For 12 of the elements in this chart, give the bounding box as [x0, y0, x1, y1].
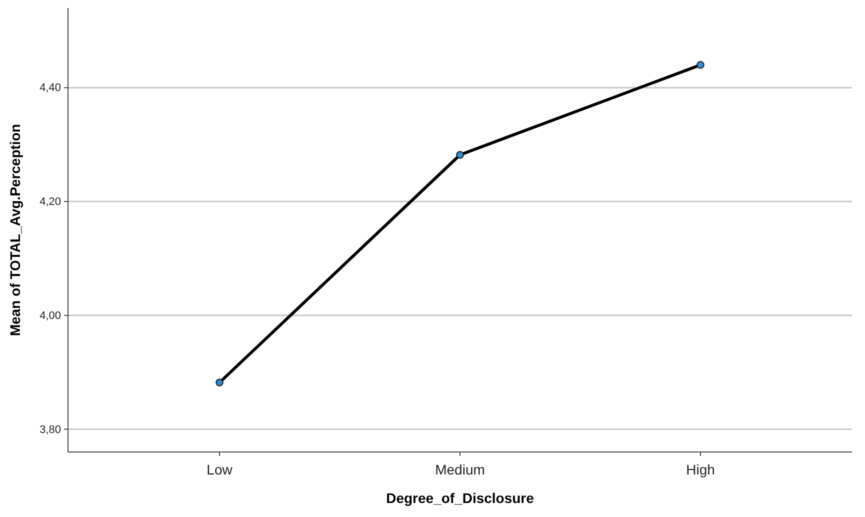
- x-axis-title: Degree_of_Disclosure: [386, 490, 534, 506]
- y-tick-label: 4,00: [40, 310, 61, 322]
- y-axis-title: Mean of TOTAL_Avg.Perception: [7, 124, 23, 336]
- x-tick-label: Medium: [435, 461, 485, 478]
- y-tick-label: 4,40: [40, 82, 61, 94]
- y-tick-label: 3,80: [40, 424, 61, 436]
- y-tick-label: 4,20: [40, 196, 61, 208]
- point: [456, 150, 464, 159]
- point: [216, 378, 224, 386]
- x-tick-label: High: [686, 461, 715, 478]
- point: [696, 61, 704, 69]
- x-tick-label: Low: [206, 461, 234, 478]
